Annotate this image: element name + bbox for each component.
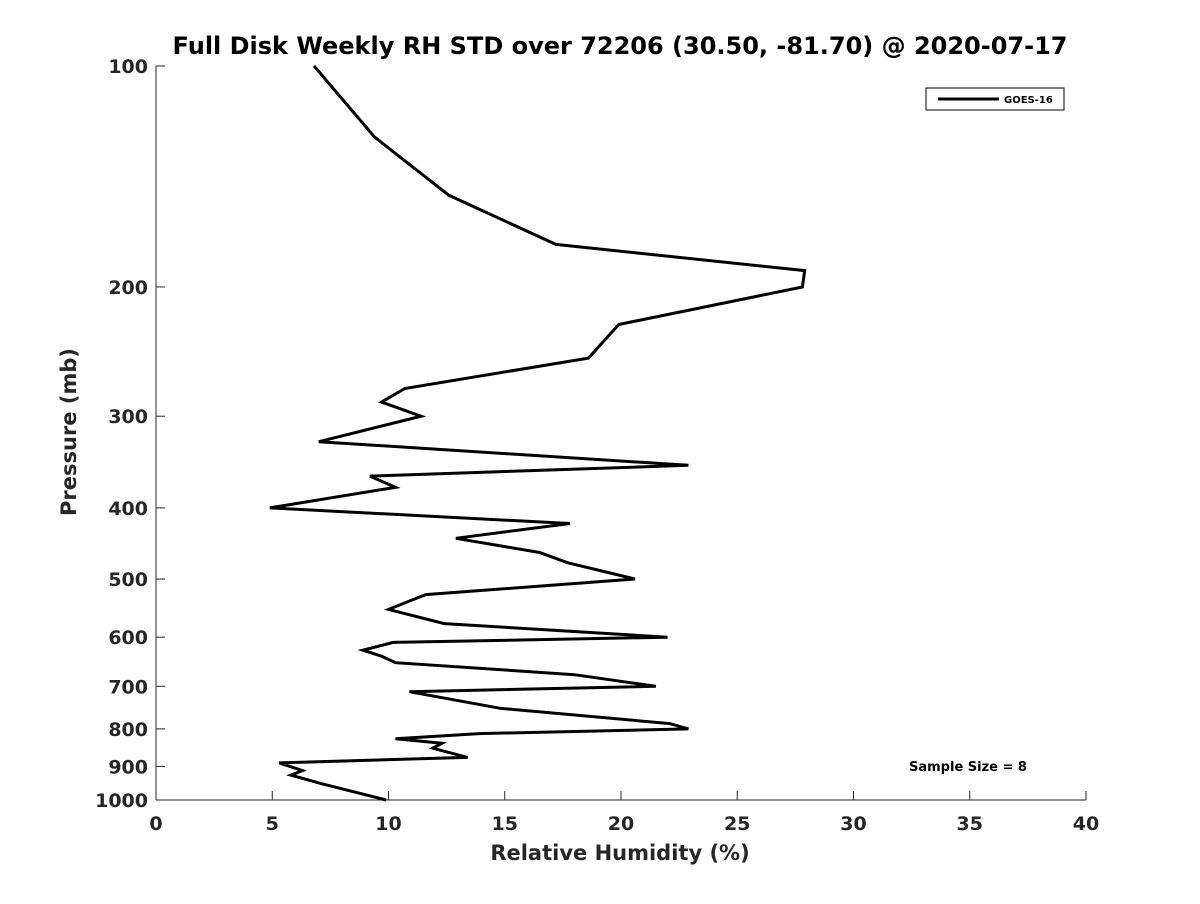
x-tick-label: 25 [724, 813, 750, 835]
y-tick-label: 900 [108, 756, 148, 778]
y-tick-label: 200 [108, 277, 148, 299]
x-tick-label: 10 [375, 813, 401, 835]
x-tick-label: 35 [957, 813, 983, 835]
y-tick-label: 1000 [95, 790, 148, 812]
x-tick-label: 30 [840, 813, 866, 835]
y-axis-label: Pressure (mb) [57, 348, 81, 516]
x-axis-label: Relative Humidity (%) [490, 841, 749, 865]
legend: GOES-16 [925, 87, 1065, 111]
plot-area [155, 66, 1086, 801]
sample-size-annotation: Sample Size = 8 [909, 760, 1027, 775]
series-group [269, 65, 807, 802]
x-tick-label: 0 [149, 813, 162, 835]
x-tick-label: 20 [608, 813, 634, 835]
series-line-goes-16 [269, 65, 807, 802]
y-tick-label: 600 [108, 627, 148, 649]
chart-title: Full Disk Weekly RH STD over 72206 (30.5… [173, 32, 1068, 60]
y-tick-label: 500 [108, 569, 148, 591]
x-tick-label: 15 [492, 813, 518, 835]
y-tick-label: 300 [108, 406, 148, 428]
legend-label-goes-16: GOES-16 [1004, 95, 1053, 106]
y-tick-label: 700 [108, 676, 148, 698]
x-axis: 0 5 10 15 20 25 30 35 40 [149, 791, 1099, 835]
y-tick-label: 800 [108, 719, 148, 741]
x-tick-label: 40 [1073, 813, 1099, 835]
y-tick-label: 400 [108, 498, 148, 520]
y-tick-label: 100 [108, 56, 148, 78]
y-axis: 100 200 300 400 500 600 700 800 900 1000 [95, 56, 165, 812]
x-tick-label: 5 [266, 813, 279, 835]
